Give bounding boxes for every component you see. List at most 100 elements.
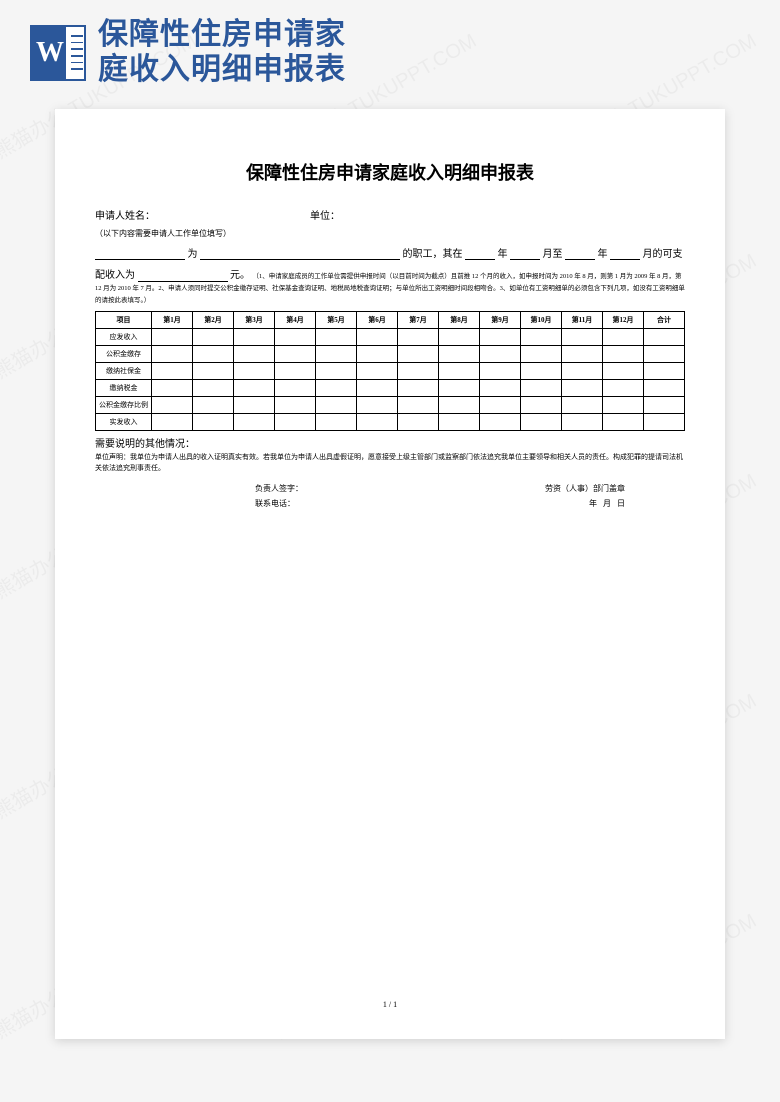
signature-block: 负责人签字： 劳资（人事）部门盖章 联系电话： 年 月 日	[95, 483, 685, 509]
dept-seal-label: 劳资（人事）部门盖章	[545, 483, 625, 494]
blank-name	[95, 249, 185, 260]
table-cell	[357, 397, 398, 414]
table-cell	[234, 346, 275, 363]
word-icon-letter: W	[36, 37, 64, 69]
table-cell	[562, 380, 603, 397]
table-cell	[439, 329, 480, 346]
row-label: 公积金缴存比例	[96, 397, 152, 414]
table-cell	[316, 329, 357, 346]
table-cell	[562, 397, 603, 414]
table-cell	[480, 363, 521, 380]
table-cell	[275, 380, 316, 397]
th-m5: 第5月	[316, 312, 357, 329]
table-cell	[521, 329, 562, 346]
table-cell	[521, 363, 562, 380]
table-cell	[603, 329, 644, 346]
unit-declaration: 单位声明：我单位为申请人出具的收入证明真实有效。若我单位为申请人出具虚假证明，愿…	[95, 452, 685, 474]
header-title-line2: 庭收入明细申报表	[98, 53, 346, 88]
table-cell	[439, 414, 480, 431]
table-cell	[152, 363, 193, 380]
table-cell	[480, 414, 521, 431]
row-label: 缴纳社保金	[96, 363, 152, 380]
word-icon: W	[30, 25, 86, 81]
table-cell	[316, 363, 357, 380]
leader-sign-label: 负责人签字：	[255, 483, 435, 494]
applicant-label: 申请人姓名：	[95, 211, 155, 222]
th-m6: 第6月	[357, 312, 398, 329]
date-label: 年 月 日	[581, 498, 625, 509]
word-icon-lines	[71, 33, 83, 73]
table-row: 缴纳社保金	[96, 363, 685, 380]
text-year2: 年	[598, 249, 608, 260]
th-m8: 第8月	[439, 312, 480, 329]
table-cell	[193, 329, 234, 346]
table-cell	[316, 414, 357, 431]
th-total: 合计	[644, 312, 685, 329]
table-cell	[398, 397, 439, 414]
table-cell	[275, 414, 316, 431]
table-cell	[357, 380, 398, 397]
table-cell	[193, 397, 234, 414]
table-cell	[562, 363, 603, 380]
blank-year2	[565, 249, 595, 260]
blank-unit	[200, 249, 400, 260]
table-cell	[234, 380, 275, 397]
th-m7: 第7月	[398, 312, 439, 329]
table-row: 应发收入	[96, 329, 685, 346]
phone-label: 联系电话：	[255, 498, 435, 509]
blank-amount	[138, 271, 228, 282]
table-cell	[357, 363, 398, 380]
table-cell	[193, 380, 234, 397]
table-cell	[275, 346, 316, 363]
fill-note: （以下内容需要申请人工作单位填写）	[95, 228, 685, 239]
th-m9: 第9月	[480, 312, 521, 329]
page-header: W 保障性住房申请家 庭收入明细申报表	[0, 0, 780, 99]
table-cell	[398, 346, 439, 363]
table-cell	[439, 346, 480, 363]
table-cell	[357, 414, 398, 431]
th-m10: 第10月	[521, 312, 562, 329]
table-cell	[644, 397, 685, 414]
table-row: 缴纳税金	[96, 380, 685, 397]
table-cell	[316, 380, 357, 397]
sentence-row-1: 为 的职工，其在 年 月至 年 月的可支	[95, 245, 685, 260]
table-header-row: 项目 第1月 第2月 第3月 第4月 第5月 第6月 第7月 第8月 第9月 第…	[96, 312, 685, 329]
table-cell	[603, 346, 644, 363]
blank-month2	[610, 249, 640, 260]
table-cell	[603, 380, 644, 397]
applicant-row: 申请人姓名： 单位：	[95, 207, 685, 222]
table-cell	[152, 380, 193, 397]
table-cell	[562, 329, 603, 346]
table-cell	[603, 414, 644, 431]
table-cell	[480, 329, 521, 346]
th-m3: 第3月	[234, 312, 275, 329]
table-cell	[521, 397, 562, 414]
table-cell	[275, 329, 316, 346]
table-cell	[521, 380, 562, 397]
table-cell	[398, 329, 439, 346]
table-cell	[152, 414, 193, 431]
th-m1: 第1月	[152, 312, 193, 329]
table-cell	[193, 414, 234, 431]
table-cell	[275, 397, 316, 414]
unit-label: 单位：	[310, 211, 340, 222]
table-cell	[234, 414, 275, 431]
table-cell	[644, 363, 685, 380]
table-row: 公积金缴存	[96, 346, 685, 363]
page-number: 1 / 1	[55, 1000, 725, 1009]
table-cell	[234, 397, 275, 414]
table-cell	[152, 329, 193, 346]
table-cell	[398, 380, 439, 397]
table-cell	[439, 363, 480, 380]
table-cell	[521, 414, 562, 431]
table-cell	[480, 346, 521, 363]
text-dezhigong: 的职工，其在	[403, 249, 463, 260]
th-m4: 第4月	[275, 312, 316, 329]
table-cell	[193, 363, 234, 380]
table-cell	[398, 363, 439, 380]
header-title-line1: 保障性住房申请家	[98, 18, 346, 53]
table-cell	[480, 397, 521, 414]
income-table: 项目 第1月 第2月 第3月 第4月 第5月 第6月 第7月 第8月 第9月 第…	[95, 311, 685, 431]
table-cell	[316, 397, 357, 414]
table-cell	[357, 329, 398, 346]
